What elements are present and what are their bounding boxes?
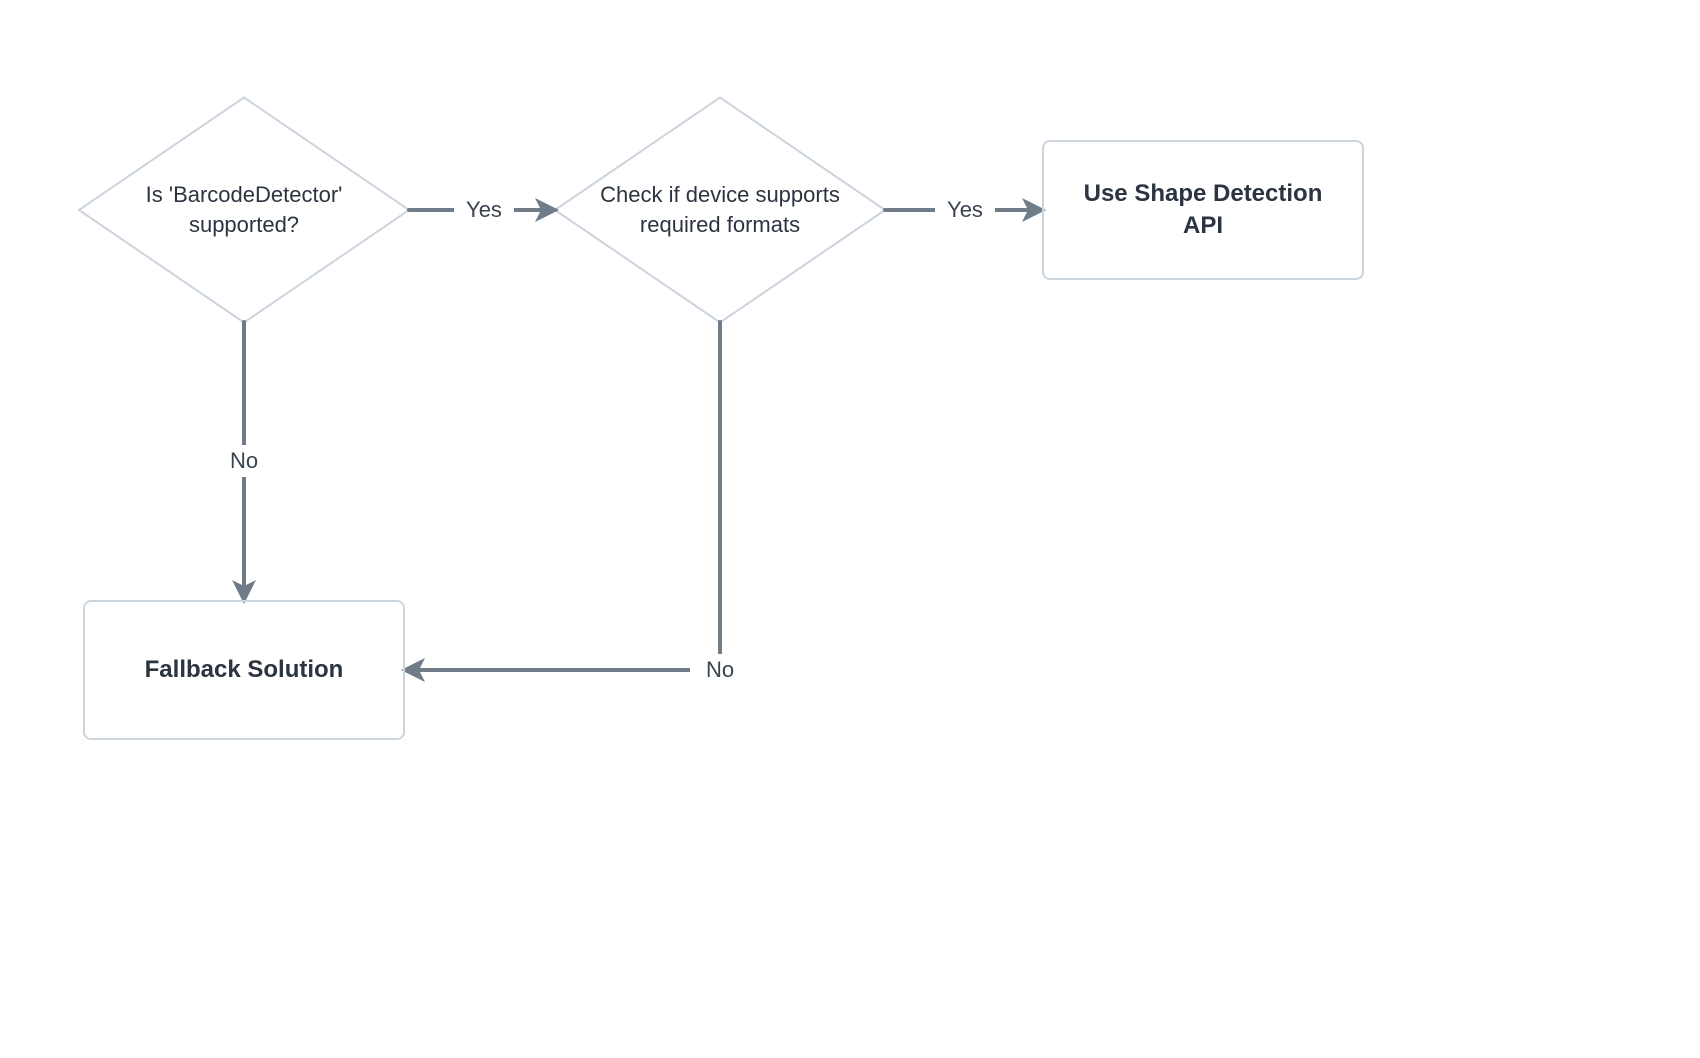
edge-label-d2-no: No [690, 654, 750, 686]
edge-label-d1-yes: Yes [454, 194, 514, 226]
decision-barcodedetector-label: Is 'BarcodeDetector' supported? [79, 98, 409, 323]
result-fallback-solution: Fallback Solution [83, 600, 405, 740]
result-use-shape-detection-api: Use Shape Detection API [1042, 140, 1364, 280]
edge-label-d2-yes: Yes [935, 194, 995, 226]
decision-barcodedetector: Is 'BarcodeDetector' supported? [79, 98, 409, 323]
decision-formats: Check if device supports required format… [555, 98, 885, 323]
result-fallback-solution-label: Fallback Solution [145, 654, 344, 686]
flowchart-canvas: Is 'BarcodeDetector' supported? Check if… [0, 0, 1700, 1058]
edge-d2-no [405, 322, 720, 670]
decision-formats-label: Check if device supports required format… [555, 98, 885, 323]
result-use-shape-detection-api-label: Use Shape Detection API [1068, 178, 1338, 243]
edge-label-d1-no: No [214, 445, 274, 477]
